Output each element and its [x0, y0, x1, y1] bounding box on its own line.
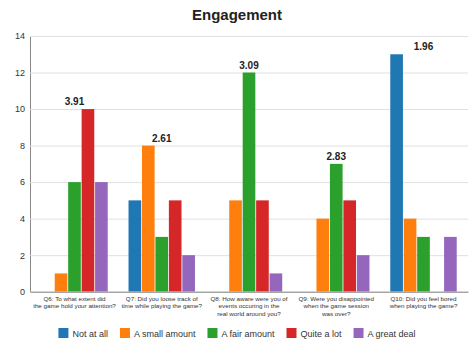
legend-item: A small amount [120, 328, 196, 339]
y-tick-label: 12 [15, 68, 25, 78]
x-tick-label: Q6: To what extent didthe game hold your… [33, 295, 116, 309]
bar-series [82, 109, 356, 292]
x-tick-label: Q8: How aware were you ofevents occuring… [210, 295, 287, 316]
bar [243, 73, 256, 292]
legend-label: Not at all [72, 329, 108, 339]
legend-swatch [354, 328, 364, 338]
x-tick: Q6: To what extent didthe game hold your… [33, 295, 116, 309]
legend-item: Quite a lot [287, 328, 343, 339]
legend-swatch [58, 328, 68, 338]
y-tick-label: 4 [20, 214, 25, 224]
x-tick-label: Q10: Did you feel boredwhen playing the … [389, 295, 458, 309]
x-tick-label-line: was over? [321, 310, 351, 317]
legend-label: A fair amount [221, 329, 275, 339]
y-tick-label: 8 [20, 141, 25, 151]
x-tick-label: Q9: Were you disappointedwhen the game s… [298, 295, 374, 316]
bar [357, 255, 370, 292]
legend: Not at all A small amount A fair amount Qui… [58, 328, 415, 339]
bar-series [129, 54, 403, 291]
legend-swatch [287, 328, 297, 338]
legend-swatch [207, 328, 217, 338]
x-axis: Q6: To what extent didthe game hold your… [31, 292, 469, 316]
bars [55, 54, 457, 291]
x-tick: Q7: Did you loose track oftime while pla… [121, 295, 202, 309]
x-tick: Q10: Did you feel boredwhen playing the … [389, 295, 458, 309]
bar [95, 182, 108, 292]
legend-item: Not at all [58, 328, 108, 339]
x-tick-label-line: Q7: Did you loose track of [126, 295, 198, 302]
bar [303, 291, 316, 292]
bar [41, 291, 54, 292]
chart-svg: 0 2 4 6 8 10 12 14 Engagement Not at all A small a… [0, 0, 474, 349]
bar-series [55, 146, 417, 292]
x-tick-label-line: Q9: Were you disappointed [298, 295, 374, 302]
bar [155, 237, 168, 292]
bar [169, 200, 182, 291]
bar [68, 182, 81, 292]
legend-label: A small amount [134, 329, 196, 339]
bar [343, 200, 356, 291]
y-tick-label: 6 [20, 177, 25, 187]
mean-label: 2.83 [327, 151, 347, 162]
bar [404, 219, 417, 292]
y-tick: 14 [15, 31, 468, 41]
x-tick-label-line: events occuring in the [219, 302, 280, 309]
bar [417, 237, 430, 292]
x-tick: Q9: Were you disappointedwhen the game s… [298, 295, 374, 316]
x-tick-label: Q7: Did you loose track oftime while pla… [121, 295, 202, 309]
chart-container: 0 2 4 6 8 10 12 14 Engagement Not at all A small a… [0, 0, 474, 349]
y-tick-label: 2 [20, 251, 25, 261]
y-tick-label: 10 [15, 104, 25, 114]
x-tick: Q8: How aware were you ofevents occuring… [210, 295, 287, 316]
bar [142, 146, 155, 292]
legend-label: Quite a lot [301, 329, 343, 339]
y-tick-label: 0 [20, 287, 25, 297]
y-axis: 0 2 4 6 8 10 12 14 [15, 31, 468, 297]
x-tick-label-line: when the game session [302, 302, 369, 309]
y-axis-line [30, 37, 31, 293]
bar [270, 273, 283, 291]
bar [82, 109, 95, 292]
x-tick-label-line: real world around you? [217, 310, 281, 317]
legend-item: A great deal [354, 328, 416, 339]
title: Engagement [192, 6, 282, 23]
x-axis-line [31, 292, 469, 293]
mean-label: 2.61 [152, 133, 172, 144]
x-tick-label-line: Q8: How aware were you of [210, 295, 287, 302]
x-tick-label-line: Q6: To what extent did [43, 295, 106, 302]
grid-line [30, 36, 468, 37]
mean-label: 3.09 [239, 60, 259, 71]
bar [182, 255, 195, 292]
x-tick-label-line: Q10: Did you feel bored [390, 295, 457, 302]
mean-label: 1.96 [414, 41, 434, 52]
bar [444, 237, 457, 292]
bar [390, 54, 403, 291]
bar [229, 200, 242, 291]
legend-label: A great deal [368, 329, 416, 339]
bar [55, 273, 68, 291]
y-tick-label: 14 [15, 31, 25, 41]
x-tick-label-line: time while playing the game? [121, 302, 202, 309]
bar [316, 219, 329, 292]
x-tick-label-line: the game hold your attention? [33, 302, 116, 309]
grid-line [30, 292, 468, 293]
mean-label: 3.91 [65, 96, 85, 107]
bar [330, 164, 343, 292]
legend-swatch [120, 328, 130, 338]
bar [129, 200, 142, 291]
bar [216, 291, 229, 292]
bar-series [95, 182, 457, 292]
legend-item: A fair amount [207, 328, 275, 339]
bar [256, 200, 269, 291]
annotations: 3.91 2.61 3.09 2.83 1.96 [65, 41, 434, 162]
x-tick-label-line: when playing the game? [389, 302, 458, 309]
bar-series [68, 73, 430, 292]
bar [431, 291, 444, 292]
